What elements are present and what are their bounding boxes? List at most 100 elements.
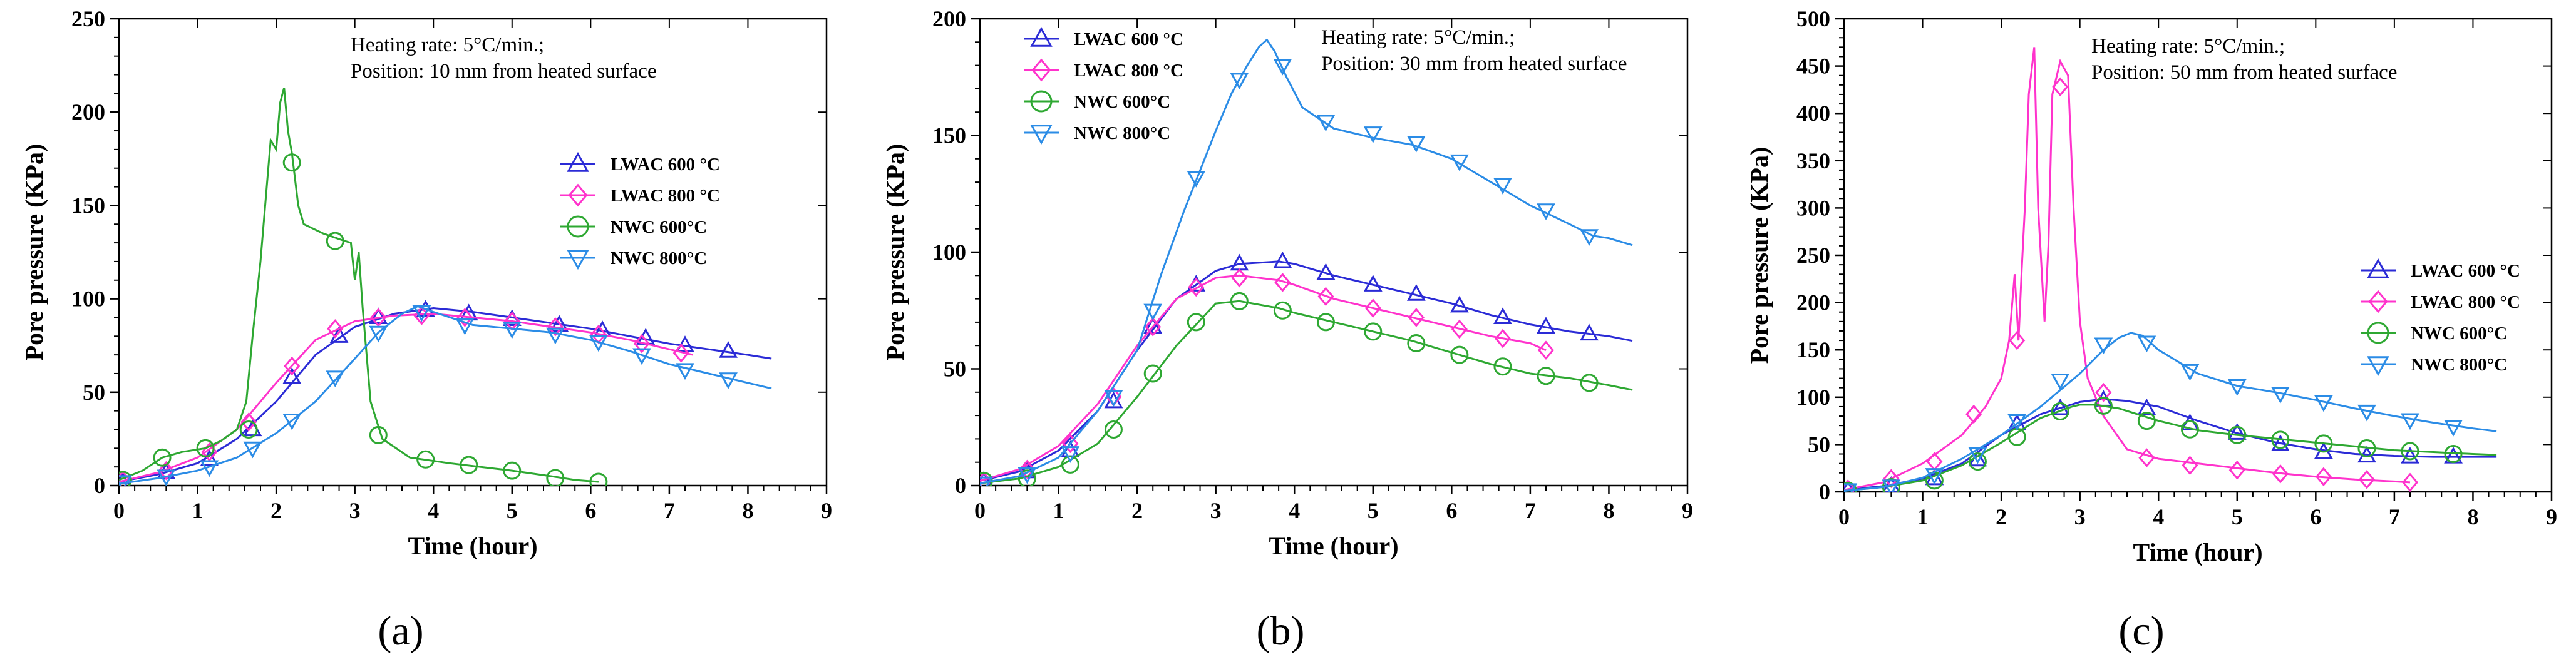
annotation-text: Position: 30 mm from heated surface — [1321, 53, 1627, 75]
y-tick-label: 200 — [932, 6, 966, 31]
data-point — [2228, 425, 2247, 444]
data-point — [2094, 337, 2113, 355]
y-tick-label: 150 — [71, 193, 105, 218]
x-tick-label: 5 — [507, 498, 518, 523]
x-tick-label: 6 — [1446, 498, 1457, 523]
data-point — [412, 305, 431, 322]
data-point — [1188, 277, 1205, 297]
data-point — [196, 439, 215, 457]
series-line-1 — [119, 307, 772, 483]
data-point — [2358, 470, 2375, 489]
data-point — [2052, 77, 2069, 97]
data-point — [719, 341, 738, 358]
y-tick-label: 500 — [1796, 6, 1830, 31]
data-point — [2401, 442, 2419, 461]
data-point — [326, 370, 345, 388]
legend-marker — [567, 215, 589, 238]
data-point — [239, 420, 258, 439]
x-tick-label: 8 — [742, 498, 753, 523]
data-point — [2357, 404, 2376, 422]
data-point — [282, 153, 301, 172]
x-axis-label: Time (hour) — [1269, 532, 1398, 560]
legend-marker — [1030, 125, 1053, 145]
data-point — [719, 372, 738, 389]
data-point — [329, 326, 349, 343]
data-point — [2314, 395, 2333, 412]
data-point — [1145, 317, 1162, 337]
data-point — [1230, 73, 1249, 90]
x-tick-label: 2 — [1131, 498, 1143, 523]
data-point — [1143, 364, 1162, 383]
data-point — [2138, 448, 2155, 467]
y-tick-label: 350 — [1796, 148, 1830, 173]
data-point — [2051, 373, 2070, 390]
y-tick-label: 0 — [94, 473, 105, 498]
data-point — [2137, 412, 2156, 430]
data-point — [980, 476, 994, 486]
data-point — [1316, 115, 1336, 132]
data-point — [369, 425, 388, 444]
chart-panel-3: 0 1 2 3 4 5 6 7 8 9 0 50 100 150 200 250 300 350 400 450 500… — [1745, 6, 2557, 654]
series-group — [119, 88, 772, 486]
chart-panel-2: 0 1 2 3 4 5 6 7 8 9 0 50 100 150 200 Time (hour) Pore pr… — [881, 6, 1693, 654]
legend-label: NWC 800°C — [1074, 123, 1170, 143]
legend-label: LWAC 800 °C — [611, 186, 720, 206]
annotation-text: Position: 10 mm from heated surface — [351, 60, 656, 83]
x-tick-label: 4 — [428, 498, 439, 523]
data-point — [1406, 136, 1426, 153]
legend: LWAC 600 °C LWAC 800 °C NWC 600°C NWC 800°C — [2361, 258, 2520, 377]
data-point — [2271, 430, 2290, 449]
x-tick-label: 3 — [2074, 504, 2086, 529]
data-point — [980, 471, 992, 486]
annotation-text: Heating rate: 5°C/min.; — [351, 34, 544, 56]
data-point — [2009, 330, 2026, 350]
x-tick-label: 0 — [1838, 504, 1850, 529]
data-point — [2315, 467, 2332, 487]
x-tick-label: 1 — [1917, 504, 1929, 529]
y-tick-label: 50 — [1808, 432, 1830, 457]
data-point — [1450, 295, 1469, 313]
x-tick-label: 5 — [2232, 504, 2243, 529]
x-axis-label: Time (hour) — [408, 532, 537, 560]
data-point — [460, 456, 478, 474]
legend-marker — [1030, 90, 1053, 113]
y-tick-label: 200 — [1796, 290, 1830, 315]
data-point — [2401, 413, 2419, 430]
legend-label: LWAC 600 °C — [2411, 261, 2520, 281]
data-point — [1363, 275, 1383, 292]
data-point — [2270, 434, 2290, 451]
x-tick-label: 0 — [113, 498, 125, 523]
y-tick-label: 50 — [83, 380, 105, 405]
data-point — [119, 475, 133, 486]
data-point — [1230, 292, 1249, 310]
data-point — [1274, 273, 1291, 292]
legend-label: NWC 600°C — [611, 217, 707, 237]
data-point — [2401, 472, 2419, 492]
data-point — [545, 327, 565, 345]
data-point — [503, 461, 522, 480]
data-point — [1364, 322, 1383, 341]
series-line-3 — [119, 88, 599, 483]
data-point — [2007, 414, 2027, 431]
x-tick-label: 1 — [192, 498, 204, 523]
data-point — [1363, 126, 1383, 143]
plot-frame — [118, 18, 828, 487]
data-point — [200, 460, 219, 477]
legend-marker — [1030, 26, 1053, 47]
data-point — [2272, 464, 2289, 484]
data-point — [243, 441, 262, 459]
data-point — [1883, 469, 1900, 489]
data-point — [676, 363, 694, 380]
data-point — [1364, 298, 1381, 318]
x-tick-label: 4 — [1289, 498, 1300, 523]
legend-label: LWAC 600 °C — [1074, 29, 1183, 49]
x-tick-label: 2 — [270, 498, 282, 523]
data-point — [672, 343, 689, 363]
legend-marker — [2368, 290, 2388, 313]
data-point — [1537, 340, 1555, 360]
data-point — [1104, 420, 1123, 439]
data-point — [1580, 323, 1599, 341]
data-point — [1019, 459, 1036, 479]
legend-marker — [568, 183, 588, 207]
